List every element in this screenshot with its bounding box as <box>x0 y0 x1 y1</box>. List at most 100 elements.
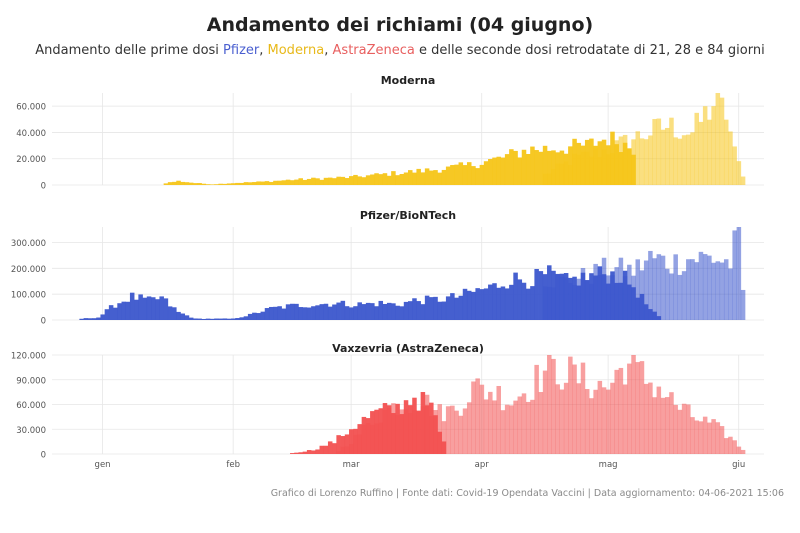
first-dose-bar <box>327 306 333 320</box>
recall-bar <box>643 383 649 454</box>
recall-bar <box>538 392 544 454</box>
recall-bar <box>715 261 721 320</box>
recall-bar <box>521 393 527 454</box>
first-dose-bar <box>454 164 459 185</box>
first-dose-bar <box>547 150 552 185</box>
first-dose-bar <box>365 175 371 185</box>
first-dose-bar <box>83 318 89 320</box>
first-dose-bar <box>572 138 577 185</box>
recall-bar <box>677 409 683 454</box>
first-dose-bar <box>391 413 396 454</box>
first-dose-bar <box>218 318 223 320</box>
recall-bar <box>740 449 746 454</box>
first-dose-bar <box>268 306 274 320</box>
first-dose-bar <box>509 149 514 185</box>
recall-bar <box>660 397 666 454</box>
first-dose-bar <box>332 443 337 454</box>
recall-bar <box>702 254 708 320</box>
first-dose-bar <box>382 403 388 454</box>
first-dose-bar <box>319 304 325 320</box>
x-tick-label: feb <box>226 460 240 470</box>
subtitle-sep-1: , <box>259 43 268 58</box>
recall-bar <box>723 259 729 320</box>
x-tick-label: mar <box>343 460 360 470</box>
recall-bar <box>686 259 691 320</box>
recall-bar <box>694 112 699 185</box>
first-dose-bar <box>386 302 392 320</box>
first-dose-bar <box>534 150 539 185</box>
first-dose-bar <box>302 307 308 320</box>
first-dose-bar <box>340 176 346 185</box>
first-dose-bar <box>382 303 388 320</box>
recall-bar <box>690 259 695 320</box>
first-dose-bar <box>361 304 367 320</box>
panel-title: Vaxzevria (AstraZeneca) <box>332 342 484 355</box>
first-dose-bar <box>610 131 615 185</box>
first-dose-bar <box>374 409 379 454</box>
first-dose-bar <box>589 273 594 320</box>
recall-bar <box>437 404 443 454</box>
first-dose-bar <box>302 451 308 454</box>
y-tick-label: 200.000 <box>11 265 46 275</box>
recall-bar <box>631 355 636 454</box>
first-dose-bar <box>349 176 354 185</box>
first-dose-bar <box>559 273 565 320</box>
first-dose-bar <box>601 274 607 320</box>
first-dose-bar <box>403 172 409 185</box>
recall-bar <box>715 93 721 185</box>
first-dose-bar <box>323 177 329 185</box>
first-dose-bar <box>601 139 607 185</box>
y-tick-label: 90.000 <box>16 376 46 386</box>
recall-bar <box>542 370 548 454</box>
first-dose-bar <box>424 168 430 185</box>
first-dose-bar <box>378 174 384 185</box>
first-dose-bar <box>408 301 413 320</box>
first-dose-bar <box>159 296 164 320</box>
recall-bar <box>454 410 459 454</box>
recall-bar <box>686 134 691 185</box>
first-dose-bar <box>504 154 510 185</box>
recall-bar <box>635 131 641 185</box>
first-dose-bar <box>100 314 105 320</box>
first-dose-bar <box>357 424 362 454</box>
first-dose-bar <box>378 408 384 454</box>
recall-bar <box>466 402 472 454</box>
first-dose-bar <box>568 277 573 320</box>
recall-bar <box>694 262 699 320</box>
first-dose-bar <box>420 172 426 185</box>
first-dose-bar <box>163 298 169 320</box>
first-dose-bar <box>458 162 464 185</box>
recall-bar <box>450 405 455 454</box>
first-dose-bar <box>437 301 443 320</box>
recall-bar <box>664 127 670 185</box>
first-dose-bar <box>597 266 603 320</box>
first-dose-bar <box>260 181 266 185</box>
first-dose-bar <box>277 180 282 185</box>
subtitle-sep-2: , <box>324 43 333 58</box>
recall-bar <box>483 399 489 454</box>
first-dose-bar <box>298 178 303 185</box>
first-dose-bar <box>323 445 329 454</box>
first-dose-bar <box>256 313 261 320</box>
first-dose-bar <box>357 176 362 185</box>
first-dose-bar <box>534 268 539 320</box>
first-dose-bar <box>399 306 405 320</box>
first-dose-bar <box>382 173 388 185</box>
first-dose-bar <box>353 428 358 454</box>
first-dose-bar <box>260 311 266 320</box>
first-dose-bar <box>559 150 565 185</box>
first-dose-bar <box>416 168 421 185</box>
first-dose-bar <box>370 411 375 454</box>
recall-bar <box>673 404 678 454</box>
first-dose-bar <box>618 152 624 185</box>
first-dose-bar <box>635 297 641 320</box>
first-dose-bar <box>340 300 346 320</box>
first-dose-bar <box>445 166 451 185</box>
first-dose-bar <box>226 318 232 320</box>
first-dose-bar <box>197 183 202 185</box>
first-dose-bar <box>648 309 653 320</box>
first-dose-bar <box>290 453 295 454</box>
chart-caption: Grafico di Lorenzo Ruffino | Fonte dati:… <box>270 488 784 499</box>
first-dose-bar <box>214 184 219 185</box>
first-dose-bar <box>429 402 434 454</box>
